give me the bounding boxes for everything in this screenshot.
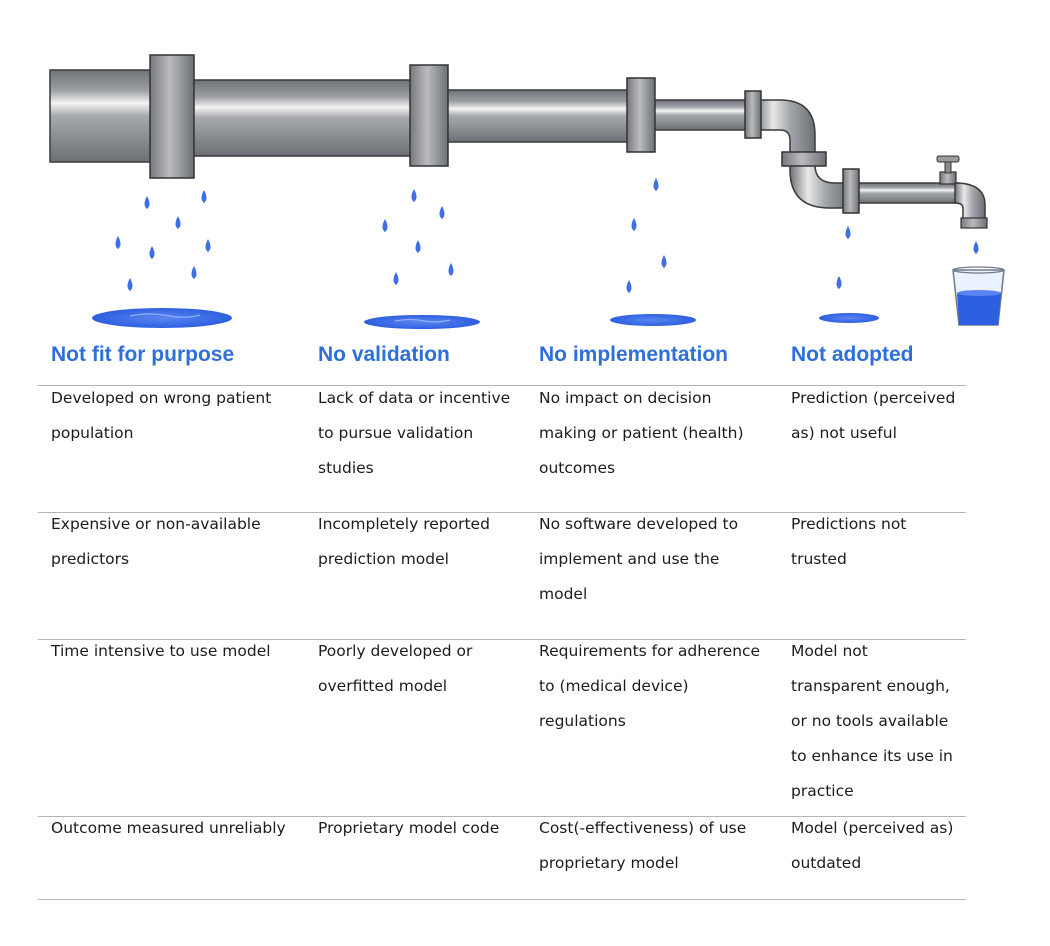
table-rule <box>38 816 966 817</box>
table-cell: Lack of data or incentive to pursue vali… <box>318 389 511 477</box>
table-cell: Time intensive to use model <box>51 642 271 660</box>
table-cell: Incompletely reported prediction model <box>318 515 490 568</box>
table-cell: Developed on wrong patient population <box>51 389 272 442</box>
table-cell: Proprietary model code <box>318 819 500 837</box>
table-cell: No impact on decision making or patient … <box>539 389 744 477</box>
puddle-icon <box>92 308 879 329</box>
flange-icon <box>149 54 860 214</box>
table-rule <box>38 639 966 640</box>
stage-header-no-implementation: No implementation <box>539 343 729 366</box>
table-rule <box>38 899 966 900</box>
table-rule <box>38 512 966 513</box>
table-rule <box>38 385 966 386</box>
table-cell: Poorly developed or overfitted model <box>318 642 473 695</box>
stage-header-not-fit-for-purpose: Not fit for purpose <box>51 343 235 366</box>
table-cell: No software developed to implement and u… <box>539 515 739 603</box>
table-cell: Expensive or non-available predictors <box>51 515 261 568</box>
stage-header-not-adopted: Not adopted <box>791 343 914 366</box>
stage-header-no-validation: No validation <box>318 343 450 366</box>
table-cell: Predictions not trusted <box>791 515 907 568</box>
table-cell: Outcome measured unreliably <box>51 819 286 837</box>
water-drop-icon <box>115 178 979 293</box>
leaking-pipeline-illustration <box>49 54 1005 329</box>
pipe-icon <box>49 69 959 209</box>
glass-of-water-icon <box>952 266 1005 326</box>
table-cell: Model (perceived as) outdated <box>791 819 954 872</box>
table-cell: Model not transparent enough, or no tool… <box>791 642 953 800</box>
table-cell: Requirements for adherence to (medical d… <box>539 642 761 730</box>
faucet-icon <box>936 155 988 229</box>
table-cell: Cost(-effectiveness) of use proprietary … <box>539 819 747 872</box>
table-cell: Prediction (perceived as) not useful <box>791 389 956 442</box>
